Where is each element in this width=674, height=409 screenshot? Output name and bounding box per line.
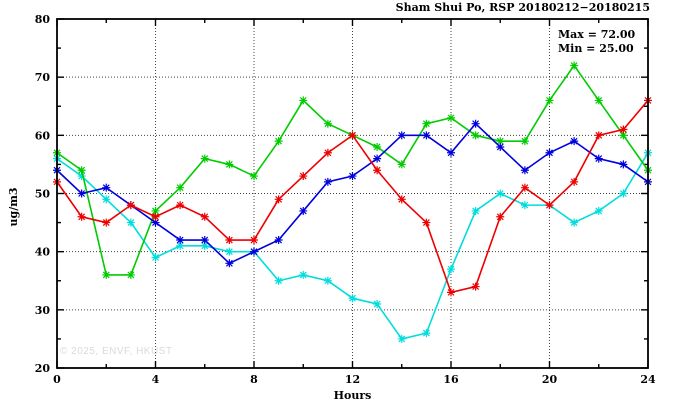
- x-tick-label: 8: [250, 373, 258, 386]
- x-axis-label: Hours: [333, 389, 372, 402]
- y-tick-label: 20: [35, 362, 51, 375]
- x-tick-label: 0: [53, 373, 61, 386]
- max-min-annotation: Max = 72.00 Min = 25.00: [558, 28, 635, 56]
- chart-title: Sham Shui Po, RSP 20180212−20180215: [395, 1, 650, 14]
- x-tick-label: 4: [152, 373, 160, 386]
- x-tick-label: 16: [443, 373, 459, 386]
- plot-border: [56, 18, 649, 369]
- y-tick-label: 70: [35, 71, 51, 84]
- y-tick-label: 50: [35, 188, 51, 201]
- x-tick-label: 24: [640, 373, 656, 386]
- grid-lines: [57, 19, 648, 368]
- min-value-label: Min = 25.00: [558, 42, 634, 55]
- tick-labels: 20 30 40 50 60 70 80 0 4 8 12 16 20 24: [35, 13, 656, 386]
- y-tick-label: 30: [35, 304, 51, 317]
- x-tick-label: 12: [345, 373, 360, 386]
- y-tick-label: 80: [35, 13, 51, 26]
- watermark: © 2025, ENVF, HKUST: [60, 346, 173, 357]
- y-tick-label: 40: [35, 246, 51, 259]
- y-axis-label: ug/m3: [7, 187, 20, 227]
- max-value-label: Max = 72.00: [558, 28, 636, 41]
- y-tick-label: 60: [35, 129, 51, 142]
- red-series: [53, 96, 652, 297]
- x-tick-label: 20: [542, 373, 558, 386]
